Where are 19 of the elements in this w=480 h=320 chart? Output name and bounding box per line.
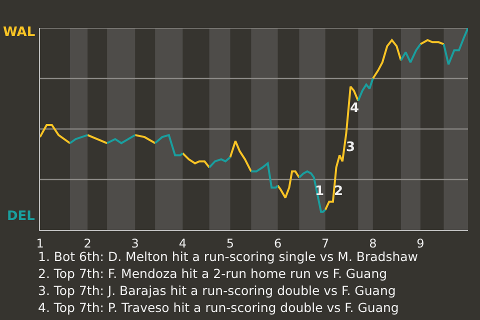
x-tick-label: 5	[226, 236, 234, 250]
x-tick-label: 1	[36, 236, 44, 250]
text: 3. Top 7th: J. Barajas hit a run-scoring double vs F. Guang	[38, 283, 396, 298]
x-tick-label: 6	[274, 236, 282, 250]
annotation: 3	[346, 140, 356, 155]
x-tick-label: 3	[131, 236, 139, 250]
x-tick-label: 8	[369, 236, 377, 250]
text: 4. Top 7th: P. Traveso hit a run-scoring double vs F. Guang	[38, 300, 399, 315]
annotation: 1	[315, 184, 324, 199]
annotation: 2	[334, 184, 344, 199]
text: 2. Top 7th: F. Mendoza hit a 2-run home run vs F. Guang	[38, 266, 388, 281]
text: DEL	[7, 209, 35, 224]
text: WAL	[3, 25, 36, 40]
annotation: 4	[350, 101, 360, 116]
x-tick-label: 7	[322, 236, 330, 250]
x-tick-label: 9	[416, 236, 424, 250]
x-tick-label: 2	[84, 236, 92, 250]
text: 1. Bot 6th: D. Melton hit a run-scoring single vs M. Bradshaw	[38, 249, 418, 264]
x-tick-label: 4	[178, 236, 186, 250]
